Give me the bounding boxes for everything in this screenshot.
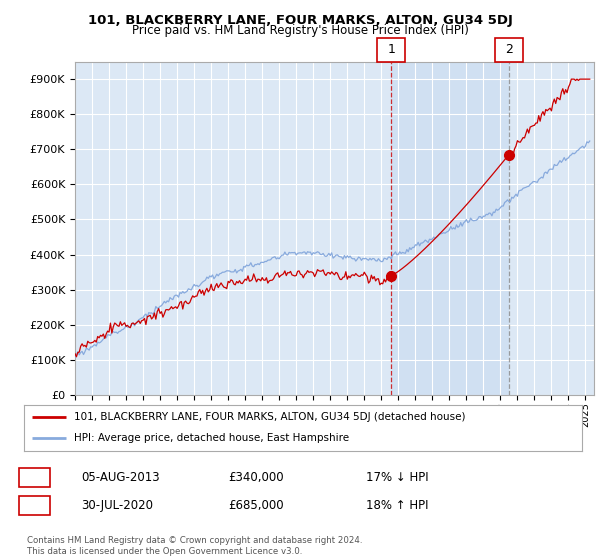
Text: 101, BLACKBERRY LANE, FOUR MARKS, ALTON, GU34 5DJ (detached house): 101, BLACKBERRY LANE, FOUR MARKS, ALTON,… — [74, 412, 466, 422]
Text: 17% ↓ HPI: 17% ↓ HPI — [366, 470, 428, 484]
Text: 30-JUL-2020: 30-JUL-2020 — [81, 498, 153, 512]
Text: 101, BLACKBERRY LANE, FOUR MARKS, ALTON, GU34 5DJ: 101, BLACKBERRY LANE, FOUR MARKS, ALTON,… — [88, 14, 512, 27]
Text: £685,000: £685,000 — [228, 498, 284, 512]
Text: Contains HM Land Registry data © Crown copyright and database right 2024.
This d: Contains HM Land Registry data © Crown c… — [27, 536, 362, 556]
Text: 2: 2 — [31, 498, 38, 512]
Text: 1: 1 — [31, 470, 38, 484]
FancyBboxPatch shape — [377, 38, 405, 62]
Text: 2: 2 — [505, 44, 513, 57]
Text: 1: 1 — [387, 44, 395, 57]
Text: Price paid vs. HM Land Registry's House Price Index (HPI): Price paid vs. HM Land Registry's House … — [131, 24, 469, 37]
Text: 05-AUG-2013: 05-AUG-2013 — [81, 470, 160, 484]
Bar — [391, 62, 509, 395]
Text: HPI: Average price, detached house, East Hampshire: HPI: Average price, detached house, East… — [74, 433, 349, 444]
Text: 18% ↑ HPI: 18% ↑ HPI — [366, 498, 428, 512]
Text: £340,000: £340,000 — [228, 470, 284, 484]
FancyBboxPatch shape — [495, 38, 523, 62]
